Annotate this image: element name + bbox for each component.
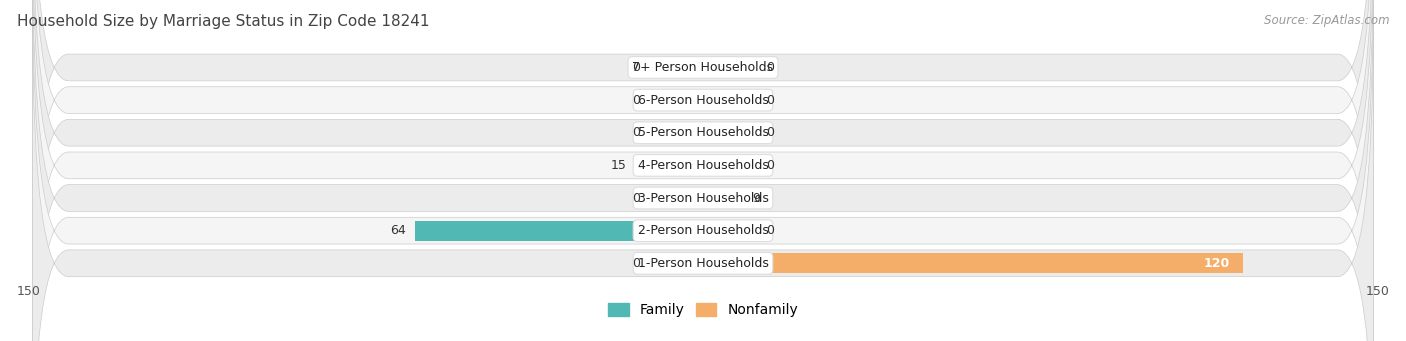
Text: 0: 0	[766, 126, 773, 139]
Text: 0: 0	[766, 61, 773, 74]
Text: 4-Person Households: 4-Person Households	[637, 159, 769, 172]
Text: 0: 0	[633, 192, 640, 205]
Bar	[650, 57, 703, 78]
Text: 64: 64	[391, 224, 406, 237]
Text: 0: 0	[766, 224, 773, 237]
Text: 0: 0	[633, 94, 640, 107]
Bar	[650, 90, 703, 110]
Text: 3-Person Households: 3-Person Households	[637, 192, 769, 205]
Text: 6-Person Households: 6-Person Households	[637, 94, 769, 107]
Text: 1-Person Households: 1-Person Households	[637, 257, 769, 270]
Text: 0: 0	[633, 61, 640, 74]
FancyBboxPatch shape	[32, 0, 1374, 341]
Bar	[415, 221, 703, 241]
FancyBboxPatch shape	[32, 0, 1374, 341]
Text: 9: 9	[752, 192, 761, 205]
Text: Source: ZipAtlas.com: Source: ZipAtlas.com	[1264, 14, 1389, 27]
Text: 120: 120	[1204, 257, 1229, 270]
Bar	[703, 123, 756, 143]
Bar	[703, 221, 756, 241]
Text: 7+ Person Households: 7+ Person Households	[633, 61, 773, 74]
Text: 0: 0	[633, 257, 640, 270]
Text: 2-Person Households: 2-Person Households	[637, 224, 769, 237]
Bar	[650, 188, 703, 208]
Bar	[650, 253, 703, 273]
Text: 0: 0	[766, 159, 773, 172]
Text: 0: 0	[766, 94, 773, 107]
Bar	[703, 57, 756, 78]
Text: Household Size by Marriage Status in Zip Code 18241: Household Size by Marriage Status in Zip…	[17, 14, 429, 29]
FancyBboxPatch shape	[32, 0, 1374, 341]
Bar	[703, 253, 1243, 273]
Text: 0: 0	[633, 126, 640, 139]
FancyBboxPatch shape	[32, 0, 1374, 341]
Bar	[636, 155, 703, 176]
FancyBboxPatch shape	[32, 16, 1374, 341]
Text: 5-Person Households: 5-Person Households	[637, 126, 769, 139]
FancyBboxPatch shape	[32, 0, 1374, 341]
Legend: Family, Nonfamily: Family, Nonfamily	[602, 298, 804, 323]
Text: 15: 15	[610, 159, 627, 172]
Bar	[703, 155, 756, 176]
Bar	[650, 123, 703, 143]
Bar	[703, 90, 756, 110]
FancyBboxPatch shape	[32, 0, 1374, 315]
Bar	[703, 188, 744, 208]
